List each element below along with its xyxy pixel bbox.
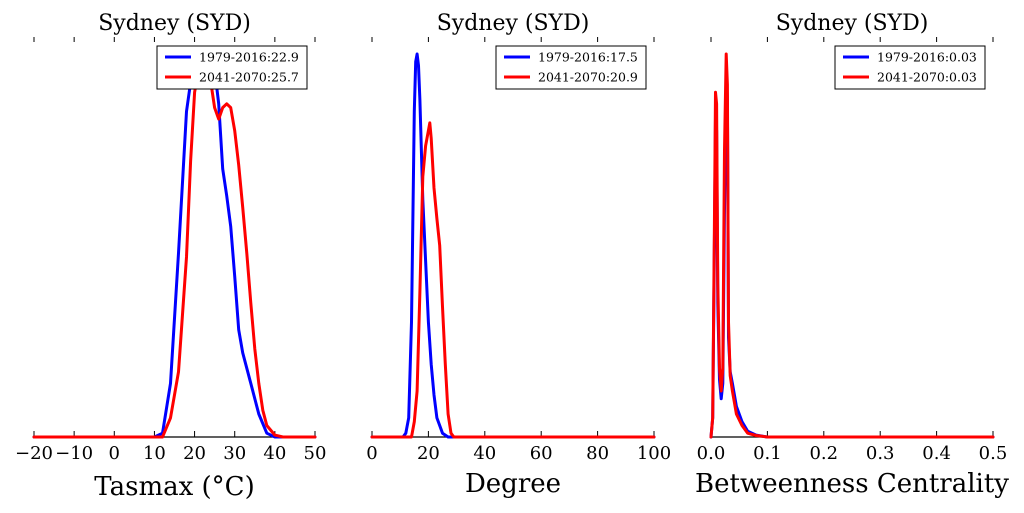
series-line-baseline — [32, 52, 317, 439]
x-tick-label: 100 — [637, 443, 671, 464]
series-line-future — [32, 64, 317, 439]
x-tick-label: 20 — [417, 443, 440, 464]
panel-1: Sydney (SYD) −20 −10 0 10 20 30 40 50 Tasmax (°C)… — [15, 11, 326, 502]
series-line-baseline — [370, 52, 656, 439]
x-tick-label: 0.1 — [753, 443, 782, 464]
series-line-future — [370, 121, 656, 439]
x-tick-label: 60 — [530, 443, 553, 464]
legend-entry: 1979-2016:22.9 — [199, 50, 299, 65]
x-tick-label: 20 — [183, 443, 206, 464]
panel-title: Sydney (SYD) — [437, 11, 590, 36]
x-tick-label: 30 — [223, 443, 246, 464]
x-tick-label: 40 — [263, 443, 286, 464]
x-tick-label: 0 — [109, 443, 120, 464]
x-tick-label: 50 — [304, 443, 327, 464]
x-tick-label: −10 — [55, 443, 93, 464]
x-tick-label: −20 — [15, 443, 53, 464]
legend: 1979-2016:0.03 2041-2070:0.03 — [834, 45, 986, 90]
legend-box — [156, 45, 308, 90]
legend-entry: 2041-2070:0.03 — [877, 70, 977, 85]
x-axis-label: Degree — [465, 469, 561, 499]
x-tick-label: 0.2 — [809, 443, 838, 464]
series-line-baseline — [709, 71, 995, 439]
x-tick-label: 40 — [473, 443, 496, 464]
legend-entry: 1979-2016:0.03 — [877, 50, 977, 65]
legend-entry: 1979-2016:17.5 — [538, 50, 638, 65]
x-tick-label: 0 — [366, 443, 377, 464]
legend-box — [495, 45, 647, 90]
panel-3: Sydney (SYD) 0.0 0.1 0.2 0.3 0.4 0.5 Betweennes… — [695, 11, 1009, 499]
x-tick-label: 10 — [143, 443, 166, 464]
x-tick-label: 0.3 — [866, 443, 895, 464]
legend-entry: 2041-2070:25.7 — [199, 70, 299, 85]
series-line-future — [709, 52, 995, 439]
x-tick-label: 0.0 — [697, 443, 726, 464]
x-tick-label: 80 — [586, 443, 609, 464]
panel-title: Sydney (SYD) — [98, 11, 251, 36]
panel-2: Sydney (SYD) 0 20 40 60 80 100 Degree 1979-2016:… — [366, 11, 671, 499]
legend-box — [834, 45, 986, 90]
x-axis-label: Tasmax (°C) — [94, 472, 254, 502]
legend-entry: 2041-2070:20.9 — [538, 70, 638, 85]
x-axis-label: Betweenness Centrality — [695, 469, 1009, 499]
x-tick-label: 0.4 — [922, 443, 951, 464]
legend: 1979-2016:22.9 2041-2070:25.7 — [156, 45, 308, 90]
x-tick-label: 0.5 — [979, 443, 1008, 464]
panel-title: Sydney (SYD) — [776, 11, 929, 36]
legend: 1979-2016:17.5 2041-2070:20.9 — [495, 45, 647, 90]
